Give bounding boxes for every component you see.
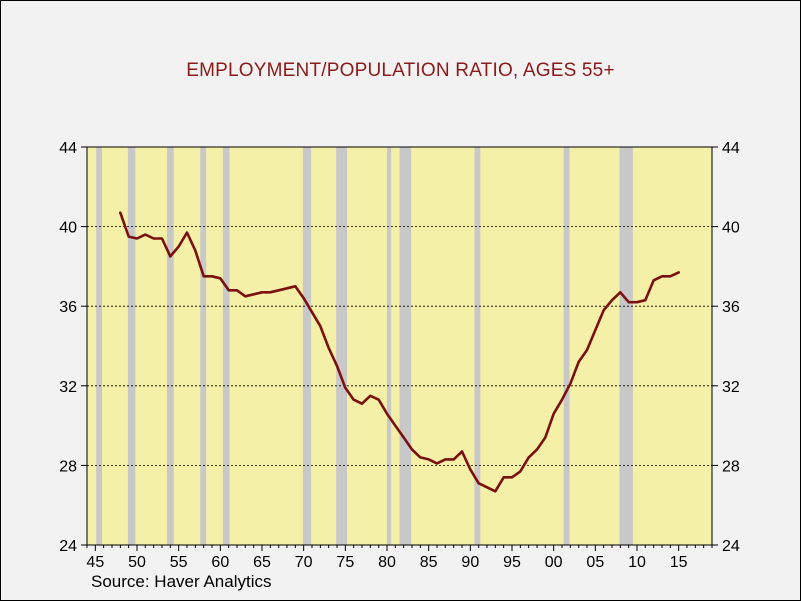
recession-band (222, 147, 230, 545)
x-tick-label: 95 (503, 554, 521, 571)
x-tick-label: 50 (128, 554, 146, 571)
y-tick-label: 28 (722, 458, 740, 475)
recession-band (127, 147, 136, 545)
y-tick-label: 28 (59, 458, 77, 475)
series-group (119, 211, 681, 493)
recession-band (474, 147, 481, 545)
y-tick-label: 36 (59, 299, 77, 316)
x-tick-label: 65 (253, 554, 271, 571)
x-tick-label: 10 (628, 554, 646, 571)
plot-border (86, 146, 713, 546)
x-tick-label: 90 (461, 554, 479, 571)
y-axis-left: 24 28 32 36 40 44 (59, 140, 87, 555)
x-tick-label: 75 (336, 554, 354, 571)
source-note: Source: Haver Analytics (91, 572, 272, 591)
series-line (119, 211, 681, 493)
x-tick-label: 05 (586, 554, 604, 571)
x-axis: 45 50 55 60 65 70 75 80 85 90 95 00 05 10 15 (86, 545, 713, 571)
y-tick-label: 32 (722, 379, 740, 396)
y-tick-label: 32 (59, 379, 77, 396)
recession-band (302, 147, 312, 545)
chart-title: EMPLOYMENT/POPULATION RATIO, AGES 55+ (186, 60, 615, 81)
recession-band (619, 147, 633, 545)
recession-band (399, 147, 412, 545)
recession-band (96, 147, 102, 545)
x-tick-label: 55 (170, 554, 188, 571)
y-tick-label: 44 (59, 140, 77, 157)
y-axis-right: 24 28 32 36 40 44 (712, 140, 740, 555)
y-tick-label: 40 (722, 220, 740, 237)
x-tick-label: 80 (378, 554, 396, 571)
gridlines (87, 226, 712, 466)
y-tick-label: 24 (59, 538, 77, 555)
recession-bands (96, 147, 633, 545)
x-tick-label: 60 (211, 554, 229, 571)
x-tick-label: 70 (295, 554, 313, 571)
recession-band (563, 147, 570, 545)
recession-band (387, 147, 392, 545)
recession-band (167, 147, 174, 545)
x-tick-label: 85 (420, 554, 438, 571)
y-tick-label: 36 (722, 299, 740, 316)
y-tick-label: 40 (59, 220, 77, 237)
y-tick-label: 24 (722, 538, 740, 555)
y-tick-label: 44 (722, 140, 740, 157)
x-tick-label: 15 (670, 554, 688, 571)
recession-band (336, 147, 347, 545)
x-tick-label: 00 (545, 554, 563, 571)
recession-band (200, 147, 207, 545)
x-tick-label: 45 (86, 554, 104, 571)
